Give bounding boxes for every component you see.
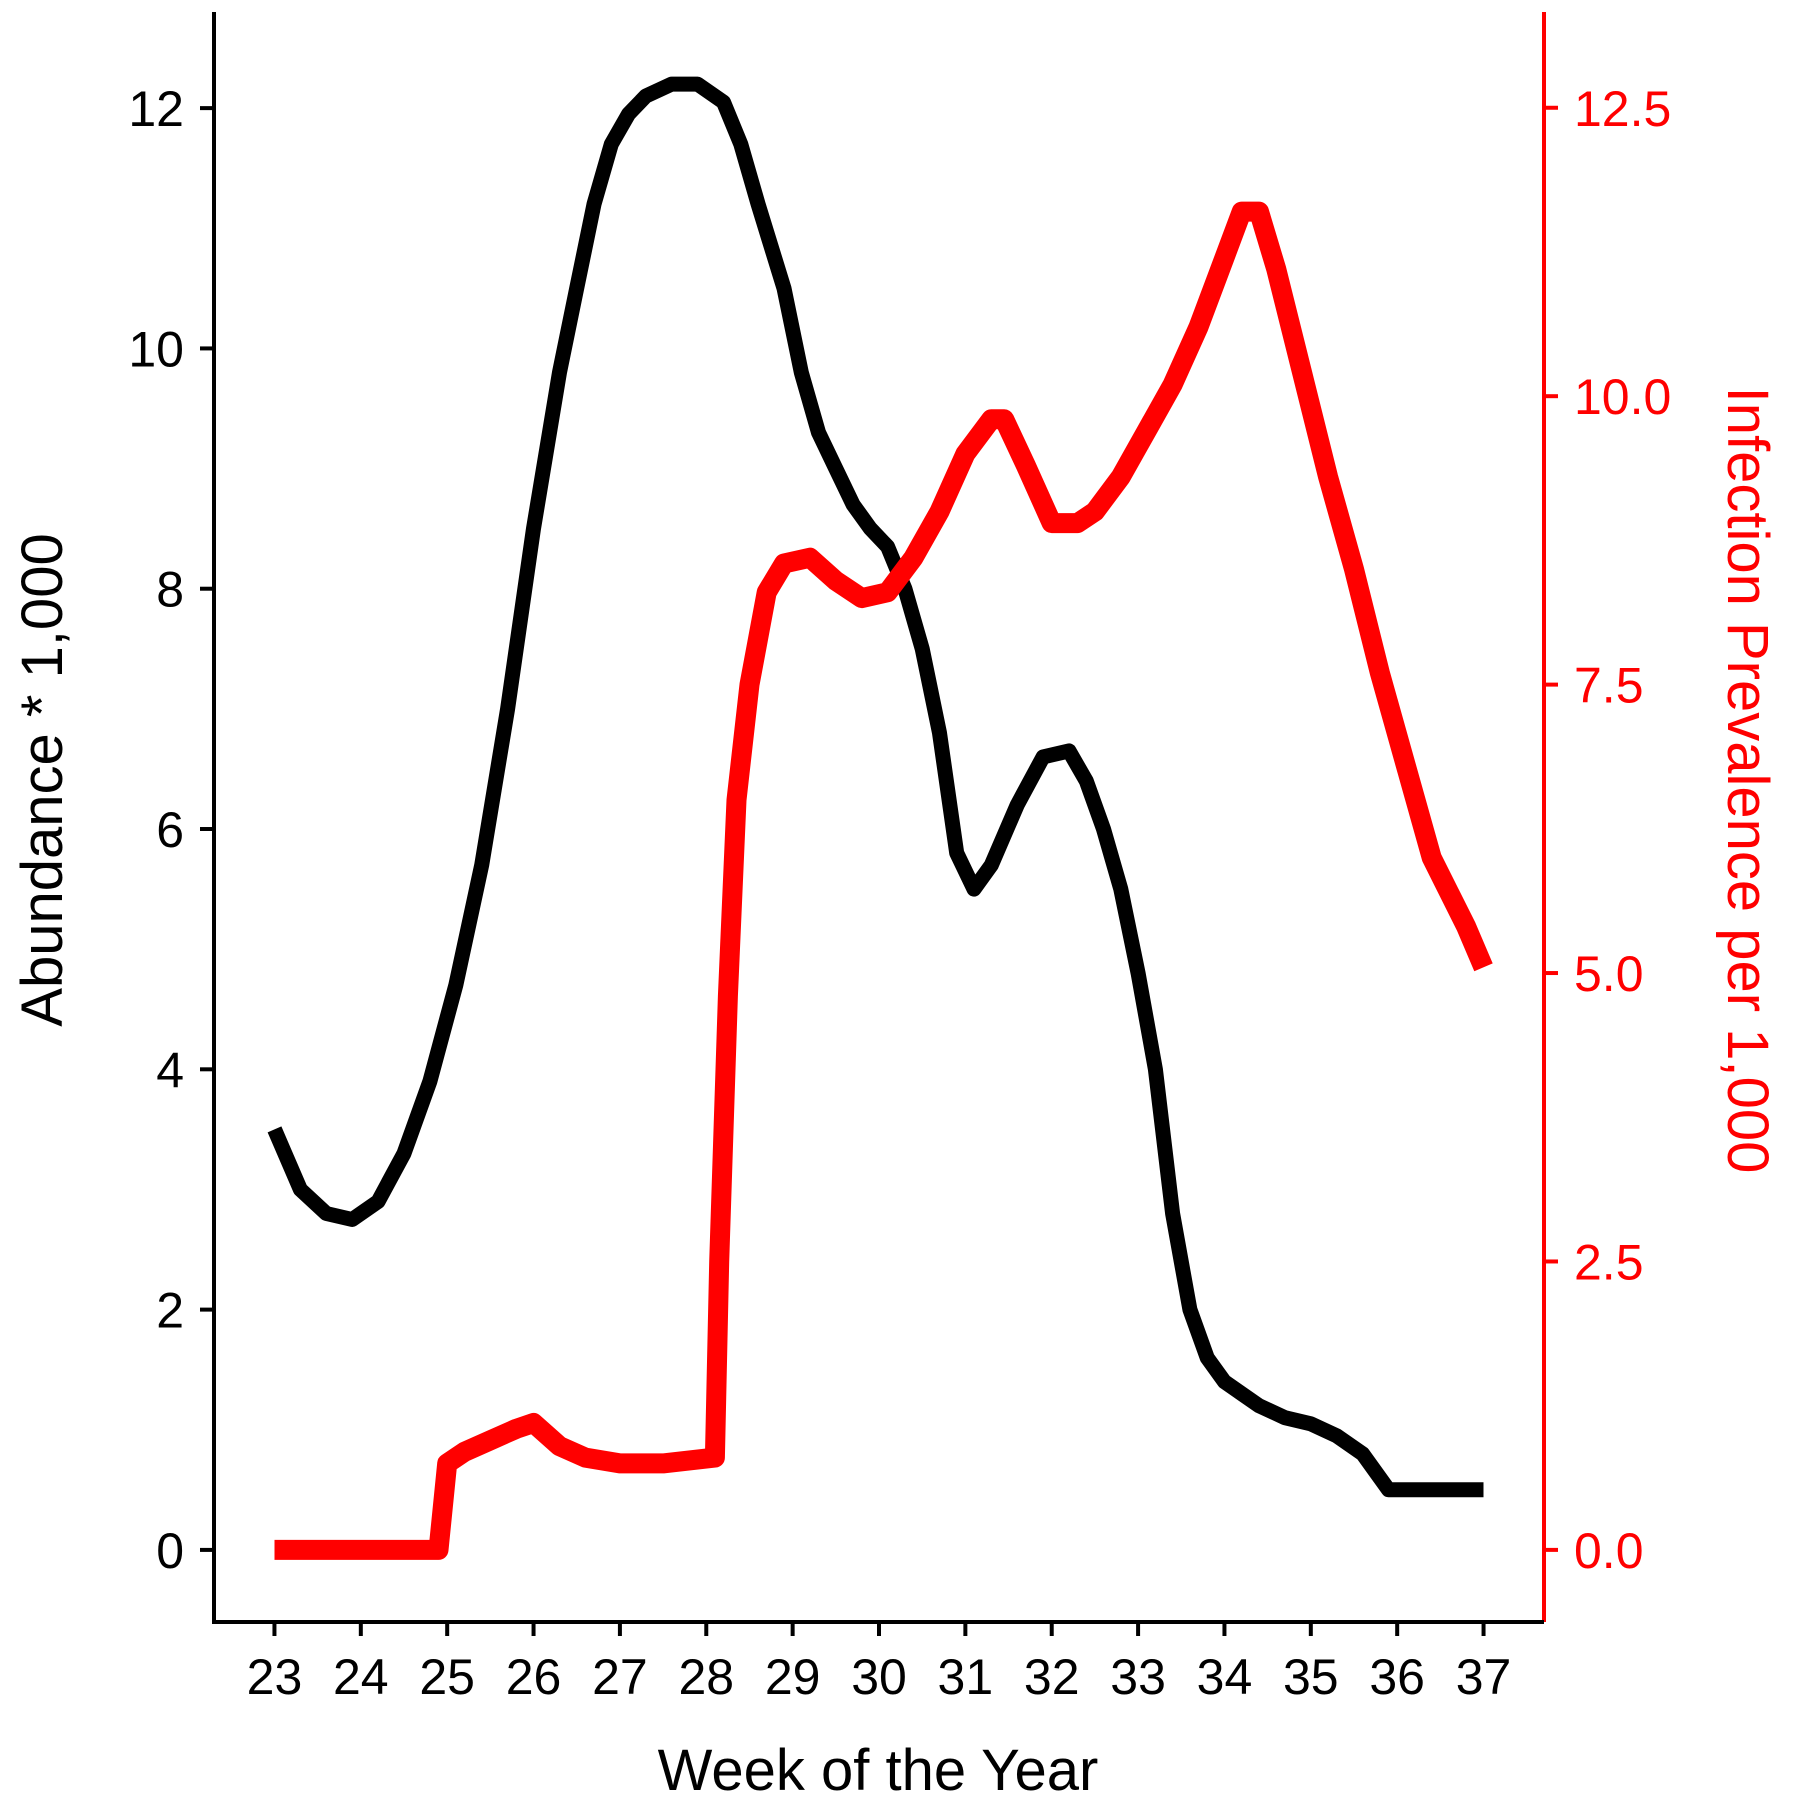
left-tick-label: 12 — [128, 81, 184, 137]
x-tick-label: 34 — [1197, 1649, 1253, 1705]
right-tick-label: 7.5 — [1574, 658, 1644, 714]
x-tick-label: 37 — [1456, 1649, 1512, 1705]
left-tick-label: 6 — [156, 802, 184, 858]
left-tick-label: 0 — [156, 1523, 184, 1579]
x-axis-ticks: 23 24 25 26 27 28 29 30 31 32 33 34 35 36 37 — [247, 1622, 1512, 1705]
left-axis-ticks: 0 2 4 6 8 10 12 — [128, 81, 214, 1579]
series-group — [267, 76, 1493, 1560]
right-tick-label: 2.5 — [1574, 1234, 1644, 1290]
left-y-axis-title: Abundance * 1,000 — [10, 533, 75, 1026]
x-tick-label: 23 — [247, 1649, 303, 1705]
right-y-axis-title: Infection Prevalence per 1,000 — [1715, 387, 1780, 1174]
x-tick-label: 26 — [506, 1649, 562, 1705]
x-tick-label: 28 — [678, 1649, 734, 1705]
x-tick-label: 32 — [1024, 1649, 1080, 1705]
left-tick-label: 8 — [156, 562, 184, 618]
x-tick-label: 35 — [1283, 1649, 1339, 1705]
abundance-series-line — [267, 76, 1484, 1498]
prevalence-series-line — [274, 201, 1493, 1560]
x-tick-label: 30 — [851, 1649, 907, 1705]
x-tick-label: 36 — [1369, 1649, 1425, 1705]
x-tick-label: 29 — [765, 1649, 821, 1705]
x-tick-label: 31 — [938, 1649, 994, 1705]
right-tick-label: 10.0 — [1574, 369, 1671, 425]
left-tick-label: 10 — [128, 321, 184, 377]
axes-group — [212, 12, 1546, 1624]
left-tick-label: 2 — [156, 1283, 184, 1339]
right-tick-label: 12.5 — [1574, 81, 1671, 137]
x-axis-title: Week of the Year — [658, 1738, 1099, 1803]
right-tick-label: 0.0 — [1574, 1523, 1644, 1579]
x-tick-label: 25 — [419, 1649, 475, 1705]
x-tick-label: 33 — [1110, 1649, 1166, 1705]
right-axis-ticks: 0.0 2.5 5.0 7.5 10.0 12.5 — [1544, 81, 1671, 1579]
x-tick-label: 24 — [333, 1649, 389, 1705]
x-tick-label: 27 — [592, 1649, 648, 1705]
right-tick-label: 5.0 — [1574, 946, 1644, 1002]
left-tick-label: 4 — [156, 1042, 184, 1098]
